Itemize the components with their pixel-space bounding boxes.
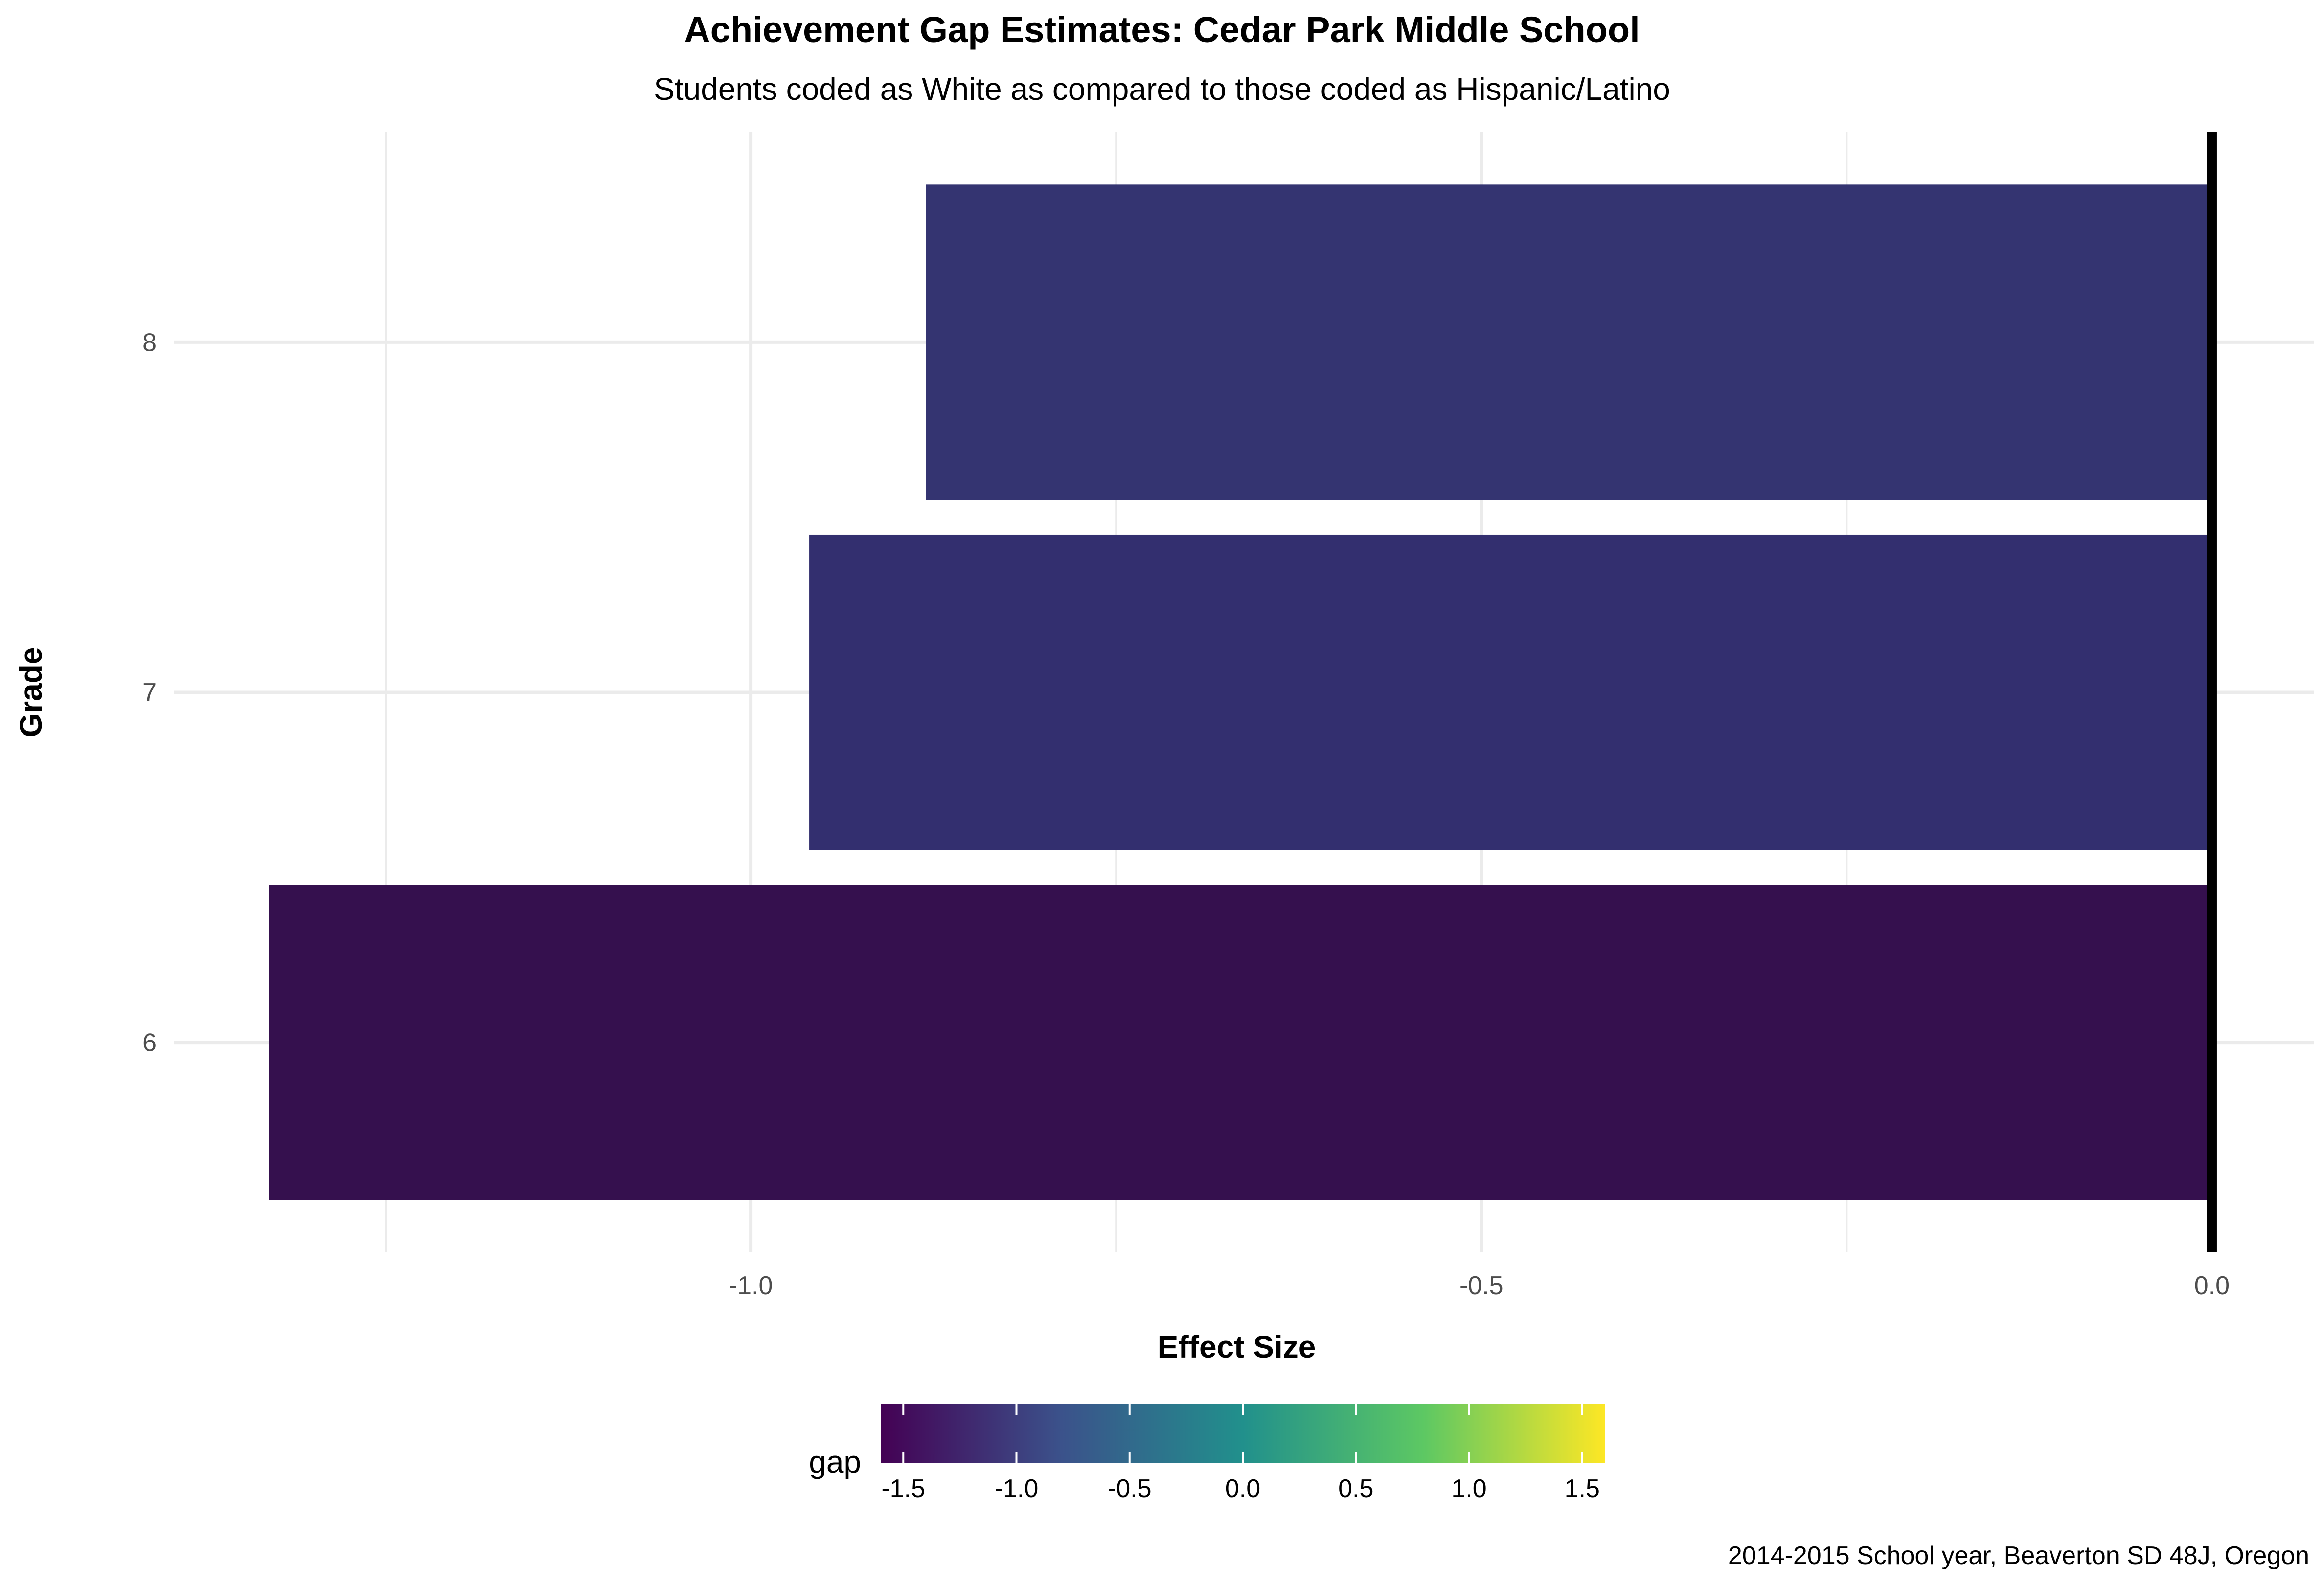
- legend-tick-label: -1.0: [995, 1475, 1039, 1503]
- x-tick-label: -0.5: [1459, 1272, 1504, 1300]
- y-tick-label: 8: [142, 328, 157, 357]
- bar-grade-6: [269, 885, 2212, 1200]
- chart-caption: 2014-2015 School year, Beaverton SD 48J,…: [1728, 1542, 2309, 1570]
- legend-tick-label: 0.5: [1338, 1475, 1373, 1503]
- legend-tick-label: 0.0: [1225, 1475, 1260, 1503]
- chart-title: Achievement Gap Estimates: Cedar Park Mi…: [684, 9, 1640, 50]
- x-tick-label: 0.0: [2194, 1272, 2230, 1300]
- y-tick-label: 7: [142, 679, 157, 707]
- legend-tick-label: -1.5: [881, 1475, 925, 1503]
- chart-subtitle: Students coded as White as compared to t…: [654, 71, 1670, 107]
- x-axis-title: Effect Size: [1158, 1329, 1316, 1364]
- x-tick-label: -1.0: [729, 1272, 773, 1300]
- bar-layer: [269, 184, 2212, 1200]
- legend-ticks: -1.5 -1.0 -0.5 0.0 0.5 1.0 1.5: [881, 1404, 1600, 1503]
- color-legend: gap -1.5 -1.0 -0.5 0.0 0.5 1.0 1.5: [809, 1404, 1605, 1503]
- y-axis-ticks: 6 7 8: [142, 328, 157, 1057]
- legend-tick-label: -0.5: [1108, 1475, 1152, 1503]
- bar-grade-8: [926, 184, 2212, 500]
- y-tick-label: 6: [142, 1029, 157, 1057]
- x-axis-ticks: -1.0 -0.5 0.0: [729, 1272, 2230, 1300]
- legend-tick-label: 1.5: [1565, 1475, 1600, 1503]
- legend-title: gap: [809, 1444, 861, 1479]
- y-axis-title: Grade: [13, 647, 48, 738]
- bar-grade-7: [809, 534, 2212, 850]
- legend-tick-label: 1.0: [1451, 1475, 1486, 1503]
